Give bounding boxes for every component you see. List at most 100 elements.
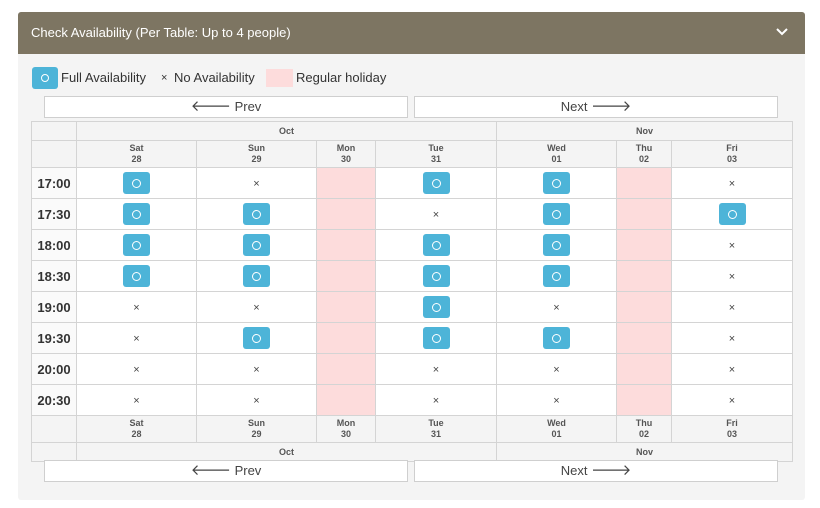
available-cell[interactable] [496,198,618,230]
day-of-week: Fri [726,418,738,428]
day-date: 29 [251,429,262,439]
day-header: Fri 03 [671,140,794,168]
holiday-cell [616,322,673,354]
prev-label: Prev [234,99,262,114]
time-label: 19:30 [31,322,77,354]
available-slot-button[interactable] [422,234,450,256]
arrow-left-icon: 🡐 [190,462,231,479]
available-cell[interactable] [374,229,498,261]
unavailable-cell: × [76,291,197,323]
next-label: Next [560,463,588,478]
unavailable-cell: × [76,384,197,416]
available-slot-button[interactable] [243,234,270,256]
available-cell[interactable] [374,322,498,354]
available-slot-button[interactable] [718,203,746,225]
day-date: 03 [727,154,738,164]
month-header: Nov [496,121,794,141]
available-slot-button[interactable] [123,234,150,256]
day-of-week: Wed [547,418,566,428]
day-of-week: Tue [428,143,444,153]
month-row: Oct Nov [31,442,794,462]
day-header: Sun 29 [196,415,317,443]
available-slot-button[interactable] [123,265,150,287]
next-button-top[interactable]: Next 🡒 [414,96,778,118]
cross-icon: × [432,364,440,376]
available-cell[interactable] [196,260,317,292]
available-slot-button[interactable] [543,327,571,349]
available-slot-button[interactable] [543,265,571,287]
available-cell[interactable] [496,322,618,354]
holiday-cell [316,260,376,292]
month-header: Nov [496,442,794,462]
holiday-cell [316,384,376,416]
available-cell[interactable] [496,167,618,199]
available-slot-button[interactable] [543,172,571,194]
corner-cell [31,140,77,168]
unavailable-cell: × [76,322,197,354]
available-slot-button[interactable] [243,265,270,287]
cross-icon: × [133,364,140,376]
day-of-week: Sun [248,143,265,153]
holiday-cell [316,291,376,323]
day-header: Mon 30 [316,415,376,443]
available-cell[interactable] [196,322,317,354]
prev-button-top[interactable]: 🡐 Prev [44,96,408,118]
cross-icon: × [553,364,560,376]
available-cell[interactable] [496,229,618,261]
unavailable-cell: × [196,384,317,416]
legend-none-label: No Availability [174,70,255,85]
time-label: 20:00 [31,353,77,385]
available-cell[interactable] [374,167,498,199]
available-cell[interactable] [76,167,197,199]
day-header: Thu 02 [616,415,673,443]
cross-icon: × [553,302,560,314]
available-slot-button[interactable] [422,265,450,287]
holiday-cell [616,167,673,199]
next-label: Next [560,99,588,114]
available-cell[interactable] [374,291,498,323]
availability-table: Oct Nov Sat 28 Sun 29 Mon 30 Tue 31 Wed 01 Thu 02 Fri 0… [31,121,794,462]
available-slot-button[interactable] [543,203,571,225]
holiday-cell [616,291,673,323]
available-cell[interactable] [76,229,197,261]
cross-icon: × [728,178,736,190]
available-cell[interactable] [374,260,498,292]
corner-cell [31,442,77,462]
available-slot-button[interactable] [243,327,270,349]
time-slot-row: 17:00 × × [31,167,794,199]
availability-header[interactable]: Check Availability (Per Table: Up to 4 p… [18,12,805,54]
month-header: Oct [75,442,498,462]
unavailable-cell: × [671,384,794,416]
available-slot-button[interactable] [243,203,270,225]
cross-icon: × [161,72,168,84]
unavailable-cell: × [671,353,794,385]
day-of-week: Mon [336,418,356,428]
available-cell[interactable] [196,229,317,261]
prev-button-bottom[interactable]: 🡐 Prev [44,460,408,482]
day-date: 28 [131,154,142,164]
unavailable-cell: × [496,384,618,416]
holiday-cell [316,322,376,354]
available-slot-button[interactable] [123,172,150,194]
available-slot-button[interactable] [543,234,571,256]
unavailable-cell: × [374,198,498,230]
unavailable-cell: × [496,353,618,385]
next-button-bottom[interactable]: Next 🡒 [414,460,778,482]
chevron-down-icon[interactable] [775,27,789,37]
time-slot-row: 18:00 × [31,229,794,261]
available-cell[interactable] [196,198,317,230]
available-cell[interactable] [76,198,197,230]
available-slot-button[interactable] [422,327,450,349]
day-header: Mon 30 [316,140,376,168]
available-cell[interactable] [76,260,197,292]
available-cell[interactable] [671,198,794,230]
holiday-cell [616,229,673,261]
day-date: 29 [251,154,262,164]
available-slot-button[interactable] [123,203,150,225]
available-slot-button[interactable] [422,172,450,194]
holiday-cell [616,384,673,416]
available-cell[interactable] [496,260,618,292]
available-slot-button[interactable] [422,296,450,318]
time-slot-row: 17:30 × [31,198,794,230]
day-of-week: Thu [635,418,653,428]
